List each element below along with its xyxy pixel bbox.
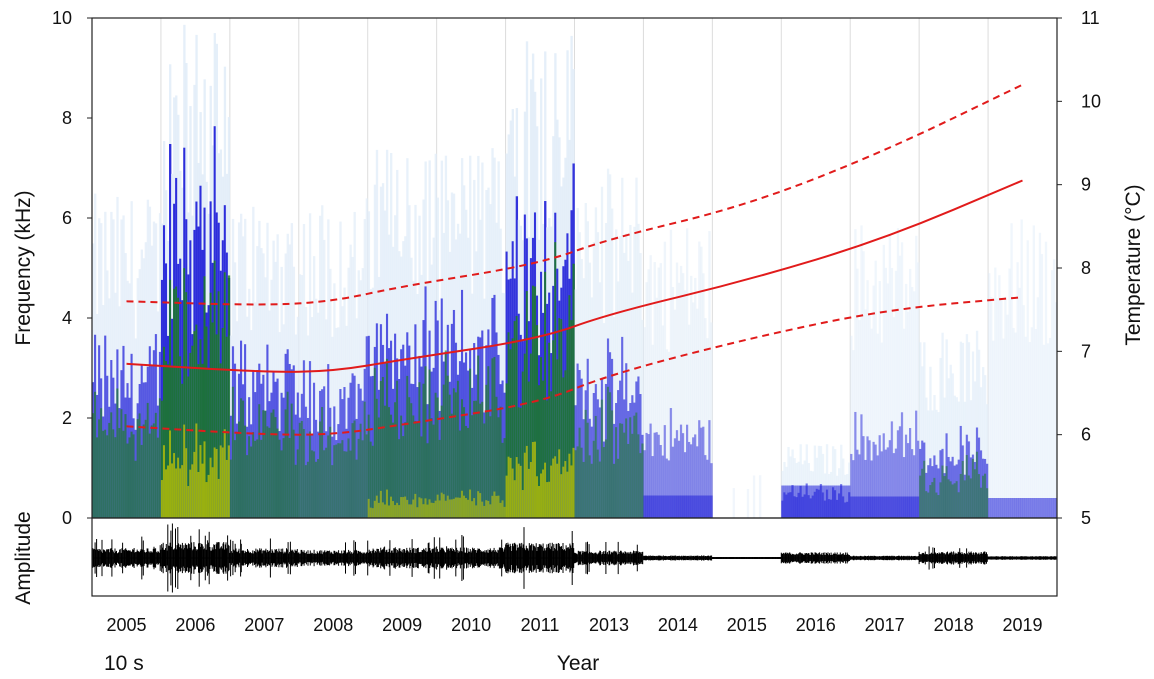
waveform-segment-2006 (160, 523, 230, 593)
amplitude-frame (91, 517, 1058, 597)
spectrogram-plot-area (92, 18, 1057, 518)
waveform-segment-2015 (711, 557, 781, 559)
left-axis-ticks: 0 2 4 6 8 10 (52, 8, 92, 528)
x-tick-label-2015: 2015 (727, 615, 767, 635)
x-tick-label-2005: 2005 (106, 615, 146, 635)
x-axis-label: Year (557, 652, 599, 675)
spectrogram-segment-2016 (781, 444, 851, 518)
y-axis-label-left: Frequency (kHz) (12, 190, 35, 345)
spectrogram-segment-2005 (92, 193, 162, 518)
waveform-segment-2005 (92, 536, 161, 580)
spectrogram-segment-2006 (160, 24, 231, 518)
trend-lower-bound (126, 296, 1023, 436)
left-tick-label: 0 (62, 508, 72, 528)
x-tick-label-2008: 2008 (313, 615, 353, 635)
x-tick-label-2006: 2006 (175, 615, 215, 635)
x-tick-label-2018: 2018 (934, 615, 974, 635)
waveform-segment-2009 (367, 537, 437, 579)
left-tick-label: 2 (62, 408, 72, 428)
spectrogram-segment-2009 (367, 149, 437, 518)
waveform-segment-2018 (918, 546, 988, 570)
x-tick-label-2016: 2016 (796, 615, 836, 635)
x-tick-label-2007: 2007 (244, 615, 284, 635)
right-tick-label: 6 (1081, 425, 1091, 445)
waveform-segment-2011 (505, 527, 575, 589)
spectrogram-segment-2017 (850, 225, 920, 518)
spectrogram-segment-2007 (229, 206, 300, 518)
right-tick-label: 11 (1081, 8, 1100, 28)
spectrogram-segment-2010 (436, 148, 506, 518)
x-tick-label-2014: 2014 (658, 615, 698, 635)
waveform-segment-2007 (229, 538, 299, 578)
right-tick-label: 5 (1081, 508, 1091, 528)
temperature-trend-lines (126, 83, 1023, 436)
x-tick-label-2013: 2013 (589, 615, 629, 635)
left-tick-label: 4 (62, 308, 72, 328)
trend-upper-bound (126, 83, 1023, 306)
x-tick-label-2009: 2009 (382, 615, 422, 635)
right-tick-label: 8 (1081, 258, 1091, 278)
time-scale-note: 10 s (104, 652, 144, 675)
waveform-segment-2008 (298, 540, 368, 576)
left-tick-label: 8 (62, 108, 72, 128)
spectrogram-segment-2011 (505, 35, 575, 518)
amplitude-label: Amplitude (12, 511, 35, 604)
trend-mean-line (126, 179, 1023, 373)
amplitude-waveform (92, 523, 1057, 593)
x-tick-label-2011: 2011 (521, 615, 560, 635)
waveform-segment-2010 (436, 535, 506, 581)
spectrogram-segment-2015 (732, 475, 762, 518)
right-axis-ticks: 5 6 7 8 9 10 11 (1057, 8, 1101, 528)
spectrogram-segment-2013 (574, 168, 644, 518)
waveform-segment-2019 (987, 556, 1057, 560)
right-tick-label: 9 (1081, 175, 1091, 195)
spectrogram-segment-2019 (988, 219, 1057, 518)
x-tick-label-2010: 2010 (451, 615, 491, 635)
waveform-segment-2014 (642, 555, 713, 561)
x-axis-ticks: 2005 2006 2007 2008 2009 2010 2011 2013 2014 2015… (106, 615, 1042, 635)
right-tick-label: 7 (1081, 341, 1091, 361)
spectrogram-segment-2014 (643, 228, 713, 518)
spectrogram-segment-2008 (298, 198, 369, 518)
right-tick-label: 10 (1081, 91, 1101, 111)
x-tick-label-2017: 2017 (865, 615, 905, 635)
left-tick-label: 10 (52, 8, 72, 28)
left-tick-label: 6 (62, 208, 72, 228)
waveform-segment-2017 (849, 555, 919, 561)
waveform-segment-2013 (574, 541, 644, 575)
waveform-segment-2016 (780, 552, 850, 564)
y-axis-label-right: Temperature (°C) (1122, 184, 1145, 345)
spectrogram-segment-2018 (919, 330, 989, 518)
x-tick-label-2019: 2019 (1003, 615, 1043, 635)
